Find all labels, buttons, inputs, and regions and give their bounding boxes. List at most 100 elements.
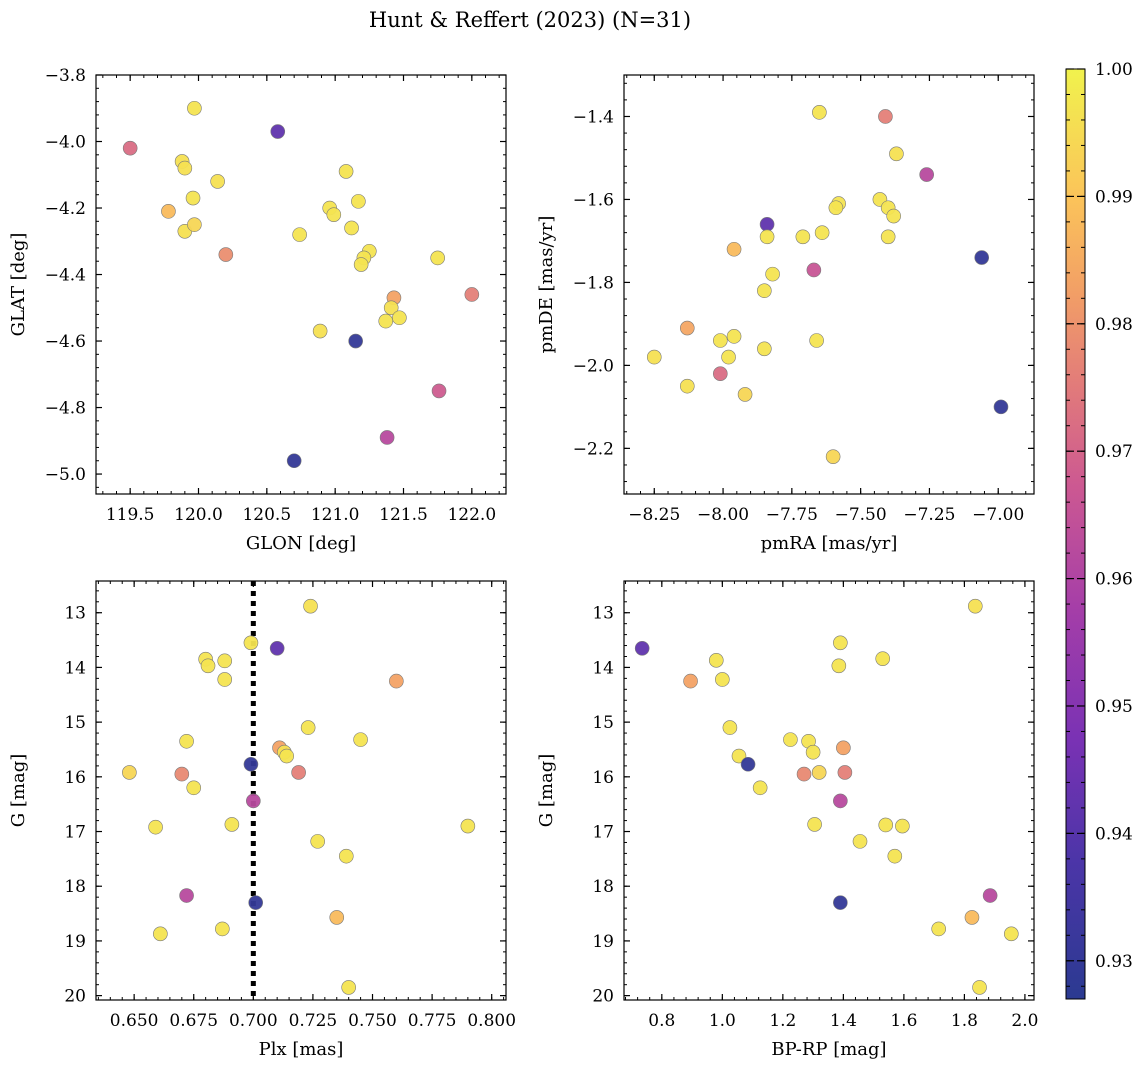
x-tick-label: 1.6	[890, 1011, 917, 1031]
data-point	[752, 780, 768, 796]
y-tick-label: 18	[592, 877, 614, 897]
y-tick-label: −5.0	[45, 465, 86, 485]
data-point	[338, 164, 354, 179]
y-tick-label: 14	[64, 658, 86, 678]
data-point	[852, 834, 868, 849]
y-tick-label: −4.8	[45, 399, 86, 419]
data-point	[837, 765, 853, 780]
data-point	[218, 247, 234, 262]
data-point	[122, 140, 138, 156]
y-tick-label: 17	[592, 823, 614, 843]
data-point	[833, 793, 848, 809]
data-point	[179, 888, 194, 903]
data-point	[312, 323, 328, 339]
data-point	[713, 366, 728, 381]
data-point	[887, 848, 903, 864]
data-point	[310, 834, 325, 849]
data-point	[215, 921, 230, 937]
colorbar-tick-label: 0.98	[1095, 315, 1133, 335]
data-point	[765, 266, 780, 282]
data-point	[833, 635, 848, 651]
data-point	[807, 817, 822, 832]
data-point	[248, 895, 264, 910]
data-point	[431, 383, 447, 399]
x-tick-label: −7.00	[972, 505, 1024, 525]
y-tick-label: 14	[592, 658, 614, 678]
y-tick-label: 17	[64, 823, 86, 843]
y-tick-label: 19	[592, 932, 614, 952]
data-point	[378, 313, 394, 329]
y-tick-label: 16	[592, 768, 614, 788]
data-point	[300, 720, 316, 735]
data-point	[246, 793, 261, 809]
data-point	[721, 349, 736, 365]
data-point	[931, 921, 946, 937]
data-point	[646, 349, 662, 365]
data-point	[464, 287, 480, 302]
data-point	[329, 910, 345, 925]
data-point	[269, 640, 285, 656]
data-point	[740, 756, 756, 772]
x-axis-label: Plx [mas]	[259, 1039, 344, 1060]
x-tick-label: 0.700	[229, 1011, 278, 1031]
panel-pmra-pmde: −8.25 −8.00 −7.75 −7.50 −7.25 −7.00 −1.4 −1.6 −1…	[536, 74, 1035, 554]
data-point	[759, 217, 775, 232]
data-point	[814, 225, 830, 240]
data-point	[187, 217, 202, 232]
data-point	[708, 653, 724, 668]
data-point	[875, 651, 891, 666]
x-tick-label: 1.2	[769, 1011, 796, 1031]
data-point	[634, 640, 650, 656]
x-tick-label: −8.25	[628, 505, 680, 525]
y-tick-label: 16	[64, 768, 86, 788]
y-tick-label: −1.6	[573, 190, 614, 210]
y-axis-label: G [mag]	[8, 754, 29, 827]
data-point	[389, 673, 404, 689]
data-point	[713, 333, 728, 348]
x-tick-label: 119.5	[106, 505, 155, 525]
axes-frame	[623, 580, 1035, 1001]
y-tick-label: 20	[64, 987, 86, 1007]
data-point	[353, 732, 368, 747]
x-tick-label: 2.0	[1011, 1011, 1038, 1031]
data-point	[383, 300, 399, 316]
panel-glon-glat: 119.5 120.0 120.5 121.0 121.5 122.0 −3.8 −4.0 −4…	[8, 66, 507, 554]
data-point	[759, 229, 775, 245]
data-point	[878, 109, 893, 124]
data-point	[326, 207, 342, 222]
data-point	[828, 200, 844, 216]
data-point	[224, 817, 240, 832]
data-point	[783, 732, 798, 747]
x-tick-label: 121.0	[311, 505, 360, 525]
data-point	[217, 672, 233, 687]
x-tick-label: 1.0	[709, 1011, 736, 1031]
data-point	[148, 819, 163, 835]
data-point	[878, 817, 894, 833]
x-tick-label: −7.50	[835, 505, 887, 525]
data-point	[836, 740, 851, 756]
x-tick-label: 121.5	[379, 505, 428, 525]
data-point	[972, 980, 987, 995]
data-point	[292, 227, 307, 242]
data-point	[243, 635, 259, 651]
x-tick-label: 120.5	[242, 505, 291, 525]
data-point	[967, 598, 983, 614]
data-point	[679, 320, 695, 336]
data-point	[982, 888, 998, 903]
data-point	[122, 765, 137, 780]
y-tick-label: −2.2	[573, 439, 614, 459]
data-point	[974, 250, 990, 265]
data-point	[757, 283, 772, 299]
x-axis-label: pmRA [mas/yr]	[761, 533, 898, 554]
data-point	[177, 160, 193, 176]
colorbar-tick-label: 0.97	[1095, 442, 1133, 462]
data-point	[831, 658, 847, 674]
scatter-panels: 119.5 120.0 120.5 121.0 121.5 122.0 −3.8 −4.0 −4…	[8, 66, 1038, 1060]
data-point	[795, 229, 811, 245]
y-tick-label: −4.0	[45, 133, 86, 153]
x-tick-label: 1.4	[830, 1011, 857, 1031]
colorbar-tick-label: 0.95	[1095, 697, 1133, 717]
data-point	[715, 672, 730, 687]
data-point	[200, 658, 216, 674]
